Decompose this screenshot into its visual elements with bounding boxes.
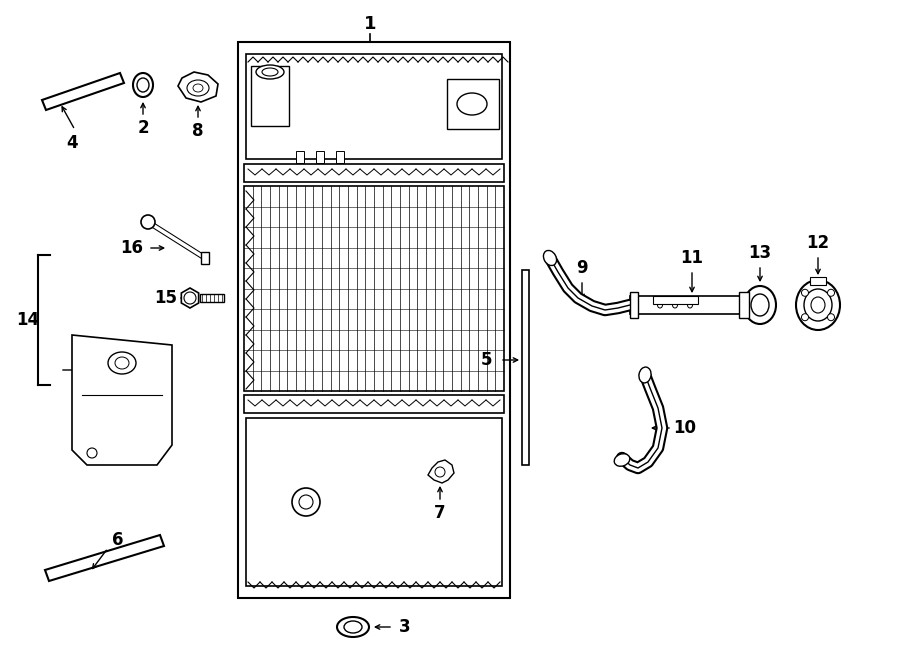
Bar xyxy=(810,277,826,285)
Ellipse shape xyxy=(744,286,776,324)
Ellipse shape xyxy=(672,302,678,308)
Polygon shape xyxy=(181,288,199,308)
Bar xyxy=(630,296,745,314)
Circle shape xyxy=(827,314,834,321)
Text: 15: 15 xyxy=(155,289,177,307)
Circle shape xyxy=(87,448,97,458)
Bar xyxy=(653,296,698,304)
Bar xyxy=(316,151,324,163)
Ellipse shape xyxy=(292,488,320,516)
Polygon shape xyxy=(428,460,454,483)
Ellipse shape xyxy=(115,357,129,369)
Circle shape xyxy=(802,314,808,321)
Bar xyxy=(200,294,224,302)
Ellipse shape xyxy=(804,289,832,321)
Ellipse shape xyxy=(262,68,278,76)
Ellipse shape xyxy=(133,73,153,97)
Bar xyxy=(238,42,510,598)
Ellipse shape xyxy=(187,80,209,96)
Ellipse shape xyxy=(435,467,445,477)
Text: 6: 6 xyxy=(112,531,124,549)
Text: 10: 10 xyxy=(673,419,697,437)
Ellipse shape xyxy=(141,215,155,229)
Bar xyxy=(296,151,304,163)
Bar xyxy=(447,79,499,129)
Ellipse shape xyxy=(256,65,284,79)
Text: 16: 16 xyxy=(121,239,143,257)
Bar xyxy=(244,395,504,413)
Ellipse shape xyxy=(614,453,630,466)
Text: 11: 11 xyxy=(680,249,704,267)
Text: 5: 5 xyxy=(482,351,493,369)
Text: 1: 1 xyxy=(364,15,376,33)
Bar xyxy=(630,292,638,318)
Ellipse shape xyxy=(337,617,369,637)
Polygon shape xyxy=(42,73,124,110)
Text: 9: 9 xyxy=(576,259,588,277)
Bar xyxy=(739,292,749,318)
Text: 12: 12 xyxy=(806,234,830,252)
Text: 7: 7 xyxy=(434,504,446,522)
Text: 2: 2 xyxy=(137,119,148,137)
Ellipse shape xyxy=(688,302,692,308)
Text: 4: 4 xyxy=(67,134,77,152)
Polygon shape xyxy=(45,535,164,581)
Bar xyxy=(246,418,502,586)
Text: 13: 13 xyxy=(749,244,771,262)
Ellipse shape xyxy=(658,302,662,308)
Circle shape xyxy=(827,290,834,296)
Ellipse shape xyxy=(137,78,149,92)
Ellipse shape xyxy=(796,280,840,330)
Ellipse shape xyxy=(108,352,136,374)
Bar xyxy=(244,164,504,182)
Bar xyxy=(201,252,209,264)
Ellipse shape xyxy=(811,297,825,313)
Text: 3: 3 xyxy=(400,618,410,636)
Polygon shape xyxy=(72,335,172,465)
Text: 8: 8 xyxy=(193,122,203,140)
Ellipse shape xyxy=(184,292,196,304)
Ellipse shape xyxy=(457,93,487,115)
Bar xyxy=(522,270,529,465)
Bar xyxy=(251,66,289,126)
Ellipse shape xyxy=(193,84,203,92)
Bar xyxy=(336,151,344,163)
Ellipse shape xyxy=(751,294,769,316)
Bar xyxy=(244,186,504,391)
Bar xyxy=(246,54,502,159)
Text: 14: 14 xyxy=(16,311,40,329)
Ellipse shape xyxy=(544,251,556,266)
Circle shape xyxy=(802,290,808,296)
Ellipse shape xyxy=(299,495,313,509)
Ellipse shape xyxy=(639,367,651,383)
Ellipse shape xyxy=(344,621,362,633)
Polygon shape xyxy=(178,72,218,102)
